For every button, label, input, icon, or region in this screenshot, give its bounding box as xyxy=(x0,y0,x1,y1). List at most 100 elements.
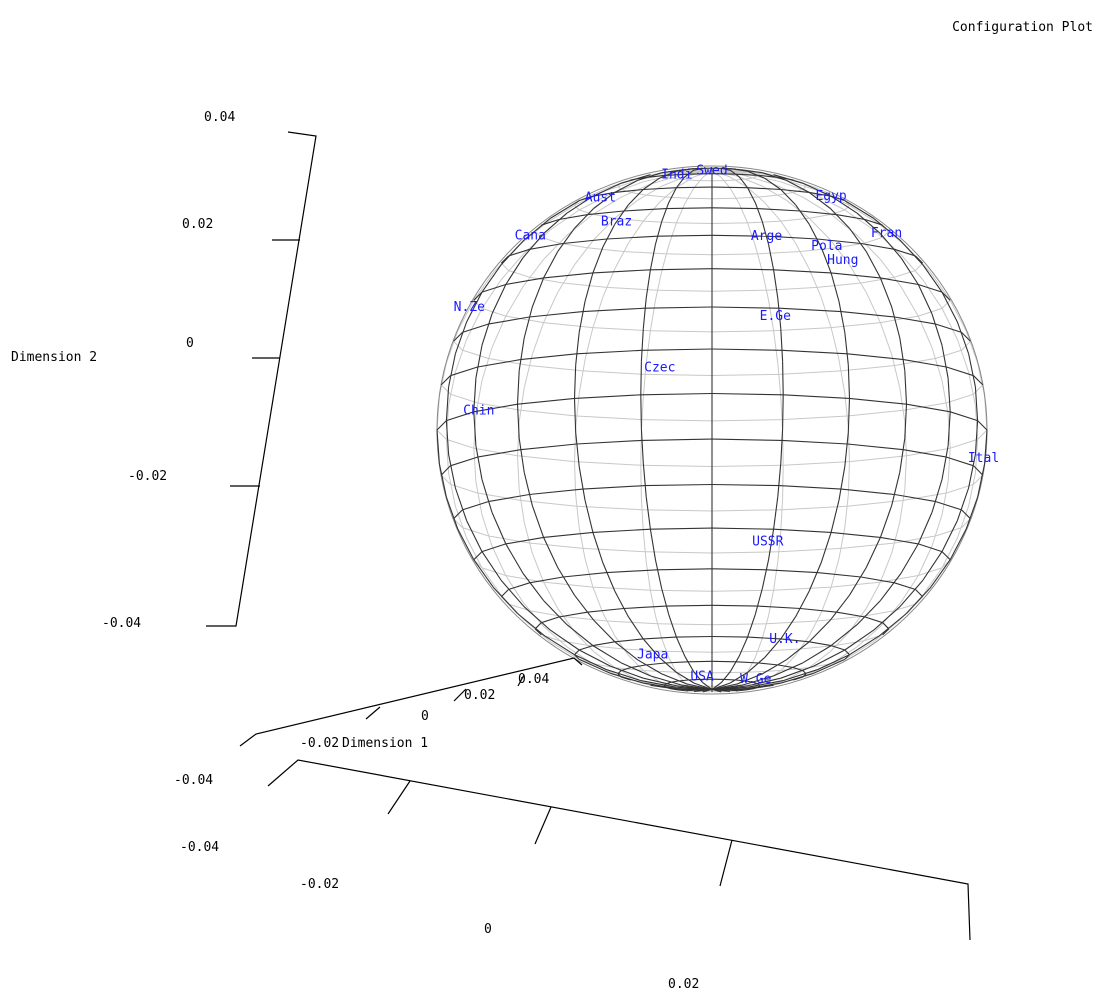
sphere-wire-segment xyxy=(602,562,616,592)
sphere-wire-segment xyxy=(793,676,804,681)
sphere-wire-segment xyxy=(661,673,687,685)
sphere-wire-segment xyxy=(491,284,507,315)
sphere-wire-segment xyxy=(640,394,642,429)
sphere-wire-segment xyxy=(578,301,586,333)
sphere-wire-segment xyxy=(860,576,895,584)
sphere-wire-segment xyxy=(454,506,468,539)
sphere-wire-segment xyxy=(491,545,507,576)
sphere-wire-segment xyxy=(844,393,849,428)
sphere-wire-segment xyxy=(736,196,760,199)
sphere-wire-segment xyxy=(614,638,644,643)
sphere-wire-segment xyxy=(813,658,846,674)
sphere-wire-segment xyxy=(654,221,663,245)
sphere-wire-segment xyxy=(642,531,647,562)
sphere-wire-segment xyxy=(666,253,713,256)
sphere-wire-segment xyxy=(820,532,832,564)
sphere-wire-segment xyxy=(880,536,919,545)
sphere-wire-segment xyxy=(747,222,756,246)
sphere-wire-segment xyxy=(879,233,902,258)
sphere-wire-segment xyxy=(454,321,468,354)
sphere-wire-segment xyxy=(645,561,651,591)
sphere-wire-segment xyxy=(654,559,663,589)
sphere-wire-segment xyxy=(856,212,881,235)
sphere-wire-segment xyxy=(847,353,904,361)
sphere-wire-segment xyxy=(466,537,483,569)
sphere-wire-segment xyxy=(844,332,849,365)
sphere-wire-segment xyxy=(558,640,588,646)
sphere-wire-segment xyxy=(903,492,947,501)
sphere-wire-segment xyxy=(488,535,530,544)
sphere-wire-segment xyxy=(746,677,781,687)
point-label: Aust xyxy=(585,191,616,206)
point-label: Indi xyxy=(661,168,692,183)
sphere-wire-segment xyxy=(448,473,456,507)
sphere-wire-segment xyxy=(795,243,810,270)
sphere-wire-segment xyxy=(543,626,568,648)
point-label: U.K. xyxy=(769,632,800,647)
sphere-wire-segment xyxy=(543,322,593,329)
sphere-wire-segment xyxy=(711,186,748,189)
sphere-wire-segment xyxy=(836,640,866,646)
sphere-wire-segment xyxy=(711,222,748,224)
sphere-wire-segment xyxy=(627,654,644,671)
dimension-1-tick-label: 0.04 xyxy=(518,672,549,687)
sphere-wire-segment xyxy=(436,429,447,440)
dimension-1-tick xyxy=(517,674,525,687)
sphere-wire-segment xyxy=(684,188,695,205)
sphere-wire-segment xyxy=(579,645,594,651)
sphere-wire-segment xyxy=(543,272,593,279)
sphere-wire-segment xyxy=(817,572,862,578)
sphere-wire-segment xyxy=(645,662,666,666)
sphere-wire-segment xyxy=(724,179,736,182)
sphere-wire-segment xyxy=(817,282,862,288)
sphere-wire-segment xyxy=(649,243,657,270)
sphere-wire-segment xyxy=(566,624,594,647)
sphere-wire-segment xyxy=(675,203,686,224)
sphere-wire-segment xyxy=(584,327,594,361)
sphere-wire-segment xyxy=(586,607,624,613)
sphere-wire-segment xyxy=(841,311,895,318)
sphere-wire-segment xyxy=(592,182,622,197)
sphere-wire-segment xyxy=(529,488,583,496)
sphere-wire-segment xyxy=(745,688,754,691)
sphere-wire-segment xyxy=(640,680,677,688)
sphere-wire-segment xyxy=(977,420,988,431)
sphere-wire-segment xyxy=(780,188,810,193)
sphere-wire-segment xyxy=(946,366,974,377)
sphere-wire-segment xyxy=(782,465,784,499)
sphere-wire-segment xyxy=(578,193,611,211)
sphere-wire-segment xyxy=(505,286,524,317)
sphere-wire-segment xyxy=(808,191,831,209)
sphere-wire-segment xyxy=(584,272,594,302)
sphere-wire-segment xyxy=(809,641,832,647)
sphere-wire-segment xyxy=(841,542,895,549)
point-label: Swed xyxy=(696,164,727,179)
sphere-wire-segment xyxy=(838,301,846,333)
sphere-wire-segment xyxy=(922,551,943,581)
sphere-wire-segment xyxy=(576,439,642,445)
sphere-wire-segment xyxy=(436,429,440,464)
sphere-wire-segment xyxy=(578,186,611,202)
sphere-wire-segment xyxy=(688,678,700,681)
sphere-wire-segment xyxy=(505,543,524,574)
sphere-wire-segment xyxy=(773,586,832,591)
sphere-wire-segment xyxy=(473,447,518,457)
sphere-wire-segment xyxy=(663,683,667,686)
sphere-wire-segment xyxy=(543,292,559,323)
sphere-wire-segment xyxy=(764,202,782,222)
sphere-wire-segment xyxy=(965,330,979,363)
sphere-wire-segment xyxy=(711,419,783,422)
sphere-wire-segment xyxy=(830,631,850,652)
sphere-wire-segment xyxy=(481,567,502,596)
sphere-wire-segment xyxy=(778,191,794,196)
sphere-wire-segment xyxy=(780,616,797,640)
dimension-2-tick-label: 0.02 xyxy=(182,217,213,232)
sphere-wire-segment xyxy=(462,323,489,333)
sphere-wire-segment xyxy=(974,420,979,455)
sphere-wire-segment xyxy=(529,276,564,284)
sphere-wire-segment xyxy=(614,204,629,225)
sphere-wire-segment xyxy=(747,680,784,688)
sphere-wire-segment xyxy=(922,279,943,309)
sphere-wire-segment xyxy=(466,308,483,340)
sphere-wire-segment xyxy=(711,568,767,571)
